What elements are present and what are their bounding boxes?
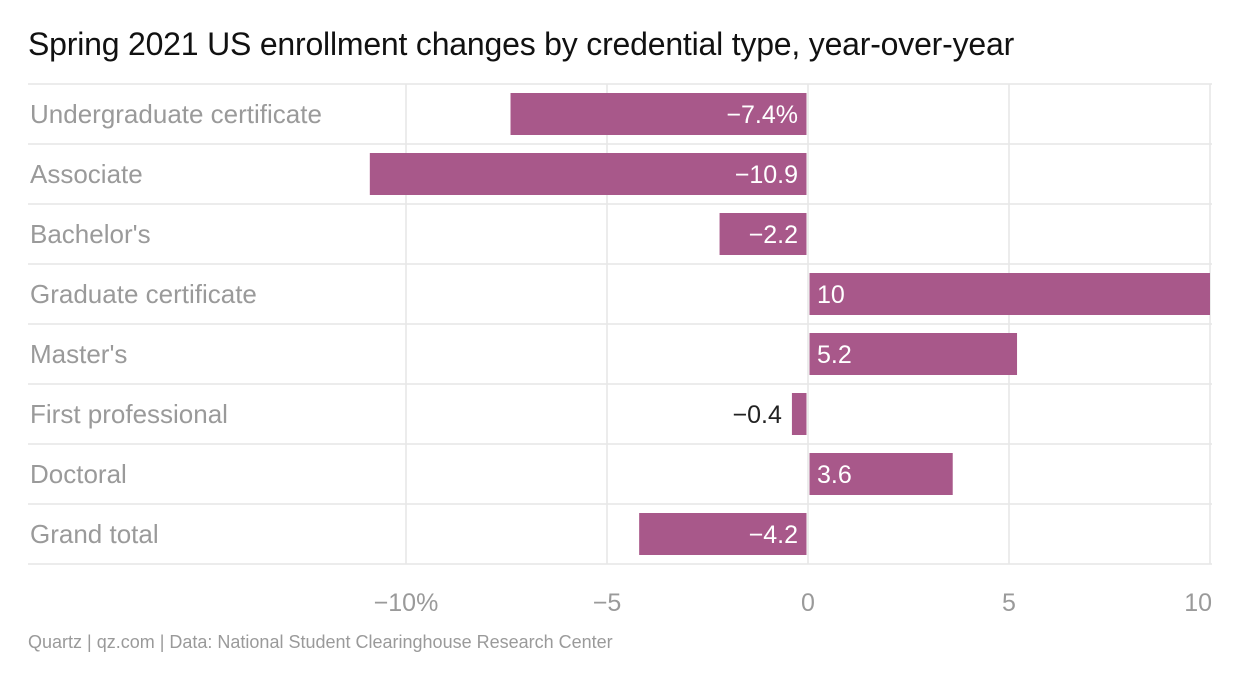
bar-doctoral (809, 453, 953, 495)
tick-label-0: 0 (801, 589, 815, 617)
value-label-undergraduate-certificate: −7.4% (726, 101, 798, 129)
bar-chart: Undergraduate certificate −7.4% Associate −… (28, 83, 1212, 617)
source-footer: Quartz | qz.com | Data: National Student… (28, 632, 613, 652)
value-label-first-professional: −0.4 (733, 401, 782, 429)
bar-associate (369, 153, 807, 195)
tick-label-10: 10 (1184, 589, 1212, 617)
row-label-graduate-certificate: Graduate certificate (30, 279, 257, 309)
bar-grand-total (639, 513, 807, 555)
tick-label-10: −10% (374, 589, 439, 617)
row-label-doctoral: Doctoral (30, 459, 127, 489)
row-label-bachelor-s: Bachelor's (30, 219, 151, 249)
row-label-first-professional: First professional (30, 399, 228, 429)
tick-label-5: 5 (1002, 589, 1016, 617)
bar-bachelor-s (719, 213, 807, 255)
value-label-doctoral: 3.6 (817, 461, 852, 489)
bar-graduate-certificate (809, 273, 1210, 315)
bar-undergraduate-certificate (510, 93, 807, 135)
bar-master-s (809, 333, 1018, 375)
chart-title: Spring 2021 US enrollment changes by cre… (28, 26, 1015, 62)
value-label-bachelor-s: −2.2 (749, 221, 798, 249)
value-label-graduate-certificate: 10 (817, 281, 845, 309)
row-label-associate: Associate (30, 159, 143, 189)
value-label-grand-total: −4.2 (749, 521, 798, 549)
row-label-undergraduate-certificate: Undergraduate certificate (30, 99, 322, 129)
value-label-associate: −10.9 (735, 161, 798, 189)
bar-first-professional (791, 393, 807, 435)
value-label-master-s: 5.2 (817, 341, 852, 369)
tick-label-5: −5 (593, 589, 622, 617)
row-label-master-s: Master's (30, 339, 127, 369)
row-label-grand-total: Grand total (30, 519, 159, 549)
